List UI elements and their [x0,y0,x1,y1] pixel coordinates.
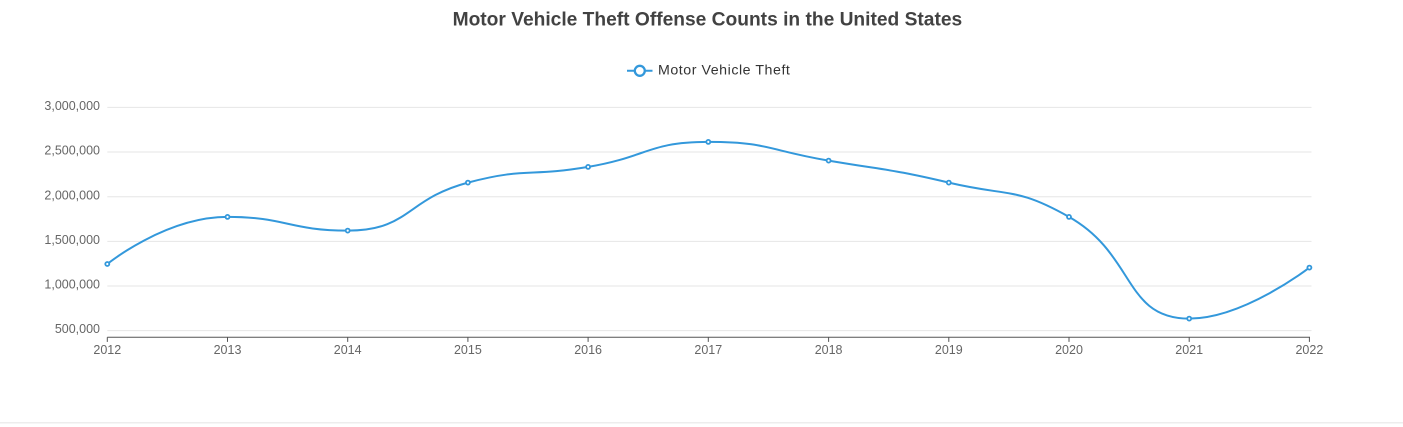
svg-text:3,000,000: 3,000,000 [44,99,100,113]
svg-text:Motor Vehicle Theft Offense Co: Motor Vehicle Theft Offense Counts in th… [453,10,963,31]
svg-text:1,000,000: 1,000,000 [44,278,100,292]
svg-text:2019: 2019 [935,343,963,357]
svg-text:2018: 2018 [815,343,843,357]
svg-text:Motor Vehicle Theft: Motor Vehicle Theft [658,62,790,78]
svg-text:2014: 2014 [334,343,362,357]
svg-text:2012: 2012 [93,343,121,357]
svg-text:2013: 2013 [214,343,242,357]
svg-text:2016: 2016 [574,343,602,357]
svg-text:2,000,000: 2,000,000 [44,188,100,202]
svg-text:2021: 2021 [1175,343,1203,357]
svg-text:1,500,000: 1,500,000 [44,233,100,247]
svg-text:2022: 2022 [1295,343,1323,357]
svg-text:2,500,000: 2,500,000 [44,144,100,158]
svg-text:2020: 2020 [1055,343,1083,357]
svg-text:2017: 2017 [694,343,722,357]
svg-text:500,000: 500,000 [55,322,100,336]
svg-text:2015: 2015 [454,343,482,357]
